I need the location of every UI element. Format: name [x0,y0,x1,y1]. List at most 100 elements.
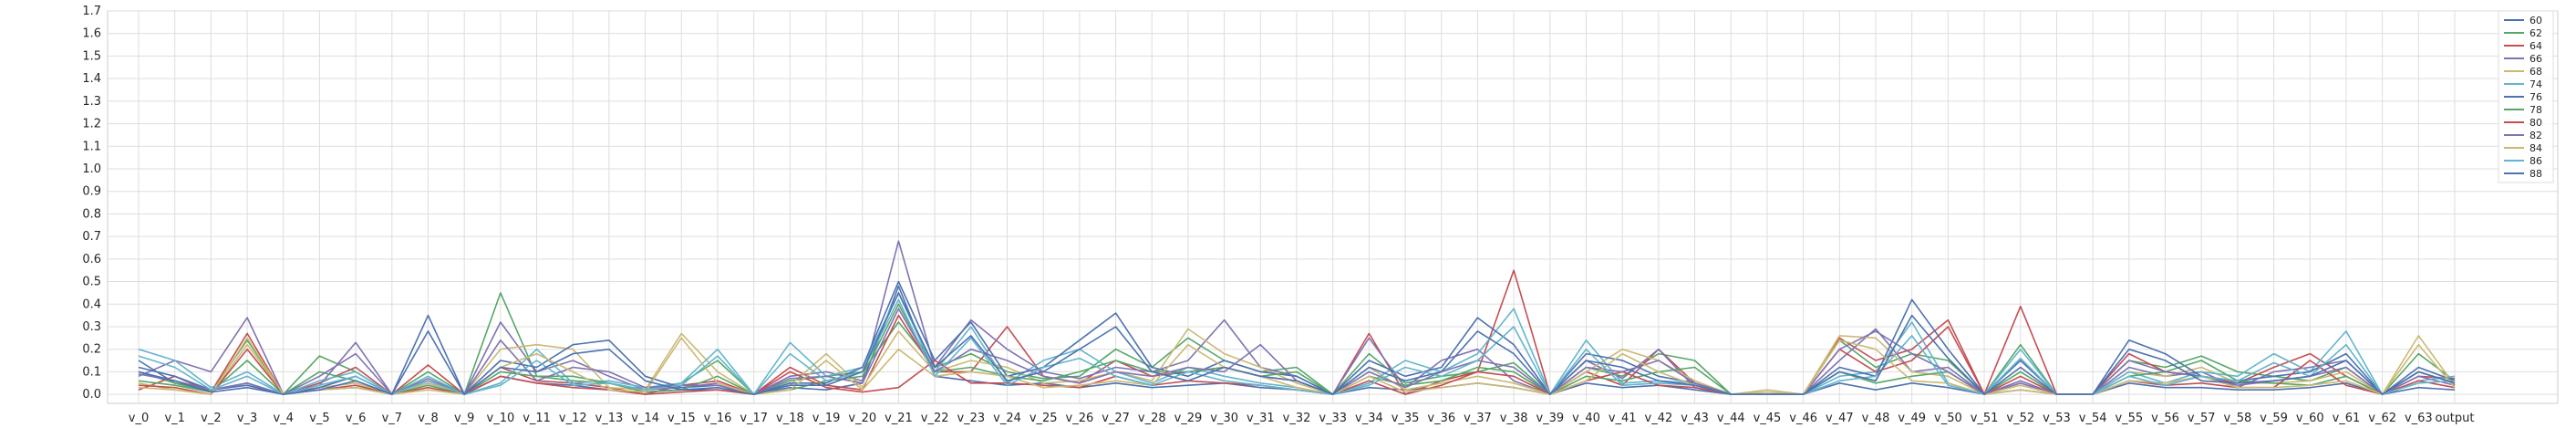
x-tick-label: v_44 [1717,412,1745,425]
x-tick-label: v_54 [2079,412,2107,425]
y-tick-label: 1.0 [82,162,101,176]
x-tick-label: v_21 [885,412,913,425]
x-tick-label: v_6 [346,412,366,425]
legend-label: 84 [2529,142,2542,154]
x-tick-label: v_45 [1754,412,1782,425]
x-tick-label: v_42 [1645,412,1673,425]
x-tick-label: v_9 [454,412,474,425]
y-tick-label: 0.8 [82,207,101,221]
x-tick-label: v_58 [2224,412,2252,425]
x-tick-label: v_52 [2006,412,2034,425]
legend-label: 74 [2529,78,2542,90]
x-tick-label: v_12 [559,412,587,425]
legend-label: 88 [2529,168,2542,180]
y-tick-label: 1.4 [82,72,101,86]
x-tick-label: v_40 [1572,412,1600,425]
y-axis-ticks: 0.0 0.1 0.2 0.3 0.4 0.5 0.6 0.7 0.8 0.9 1.0 1.1 1.2 1… [82,5,101,402]
x-tick-label: output [2436,412,2475,425]
x-tick-label: v_24 [993,412,1021,425]
x-tick-label: v_7 [382,412,402,425]
x-tick-label: v_61 [2333,412,2361,425]
x-tick-label: v_28 [1138,412,1166,425]
x-tick-label: v_53 [2043,412,2071,425]
y-tick-label: 0.3 [82,320,101,334]
x-tick-label: v_16 [704,412,732,425]
y-tick-label: 1.2 [82,118,101,131]
x-tick-label: v_0 [129,412,149,425]
x-tick-label: v_51 [1971,412,1999,425]
x-tick-label: v_18 [776,412,804,425]
x-tick-label: v_3 [237,412,257,425]
x-tick-label: v_19 [812,412,841,425]
x-tick-label: v_43 [1681,412,1709,425]
x-tick-label: v_1 [164,412,184,425]
x-tick-label: v_20 [848,412,876,425]
x-tick-label: v_29 [1174,412,1203,425]
x-tick-label: v_33 [1319,412,1347,425]
x-tick-label: v_34 [1355,412,1383,425]
y-tick-label: 1.3 [82,95,101,109]
legend-label: 64 [2529,40,2542,52]
legend-label: 68 [2529,66,2542,78]
x-tick-label: v_4 [274,412,294,425]
x-tick-label: v_55 [2115,412,2143,425]
x-tick-label: v_11 [522,412,551,425]
y-tick-label: 0.7 [82,230,101,244]
x-tick-label: v_27 [1102,412,1130,425]
x-tick-label: v_59 [2260,412,2288,425]
legend-label: 78 [2529,104,2542,116]
x-tick-label: v_32 [1283,412,1311,425]
x-tick-label: v_50 [1934,412,1962,425]
x-tick-label: v_25 [1029,412,1058,425]
y-tick-label: 1.5 [82,49,101,63]
legend-label: 60 [2529,15,2542,26]
x-tick-label: v_35 [1391,412,1420,425]
x-tick-label: v_48 [1862,412,1890,425]
legend-label: 62 [2529,27,2542,39]
x-tick-label: v_38 [1500,412,1528,425]
series-line-88 [138,292,2456,395]
x-tick-label: v_60 [2296,412,2324,425]
y-tick-label: 0.2 [82,343,101,357]
x-tick-label: v_8 [418,412,438,425]
legend-label: 66 [2529,53,2542,65]
x-tick-label: v_46 [1789,412,1817,425]
x-tick-label: v_10 [487,412,515,425]
legend-label: 80 [2529,117,2542,129]
x-tick-label: v_63 [2405,412,2433,425]
y-tick-label: 0.9 [82,185,101,199]
x-tick-label: v_2 [201,412,221,425]
x-tick-label: v_31 [1247,412,1275,425]
gridlines [107,10,2559,404]
series-lines [138,240,2456,395]
x-tick-label: v_26 [1066,412,1094,425]
x-tick-label: v_22 [921,412,949,425]
x-tick-label: v_39 [1536,412,1564,425]
x-tick-label: v_14 [631,412,659,425]
y-tick-label: 1.7 [82,5,101,18]
x-tick-label: v_23 [957,412,985,425]
y-tick-label: 0.1 [82,365,101,379]
x-axis-ticks: v_0 v_1 v_2 v_3 v_4 v_5 v_6 v_7 v_8 v_9 v_10 v_11 v_… [129,412,2475,425]
x-tick-label: v_13 [595,412,624,425]
y-tick-label: 1.6 [82,27,101,41]
legend-label: 82 [2529,130,2542,141]
y-tick-label: 0.0 [82,388,101,402]
y-tick-label: 0.5 [82,276,101,289]
legend-label: 76 [2529,91,2542,103]
x-tick-label: v_17 [740,412,768,425]
x-tick-label: v_15 [667,412,696,425]
x-tick-label: v_36 [1427,412,1455,425]
x-tick-label: v_41 [1609,412,1637,425]
y-tick-label: 1.1 [82,140,101,153]
x-tick-label: v_47 [1826,412,1854,425]
x-tick-label: v_49 [1898,412,1926,425]
x-tick-label: v_30 [1210,412,1238,425]
legend-label: 86 [2529,155,2542,167]
x-tick-label: v_5 [309,412,329,425]
x-tick-label: v_57 [2188,412,2216,425]
x-tick-label: v_62 [2368,412,2396,425]
y-tick-label: 0.4 [82,298,101,311]
